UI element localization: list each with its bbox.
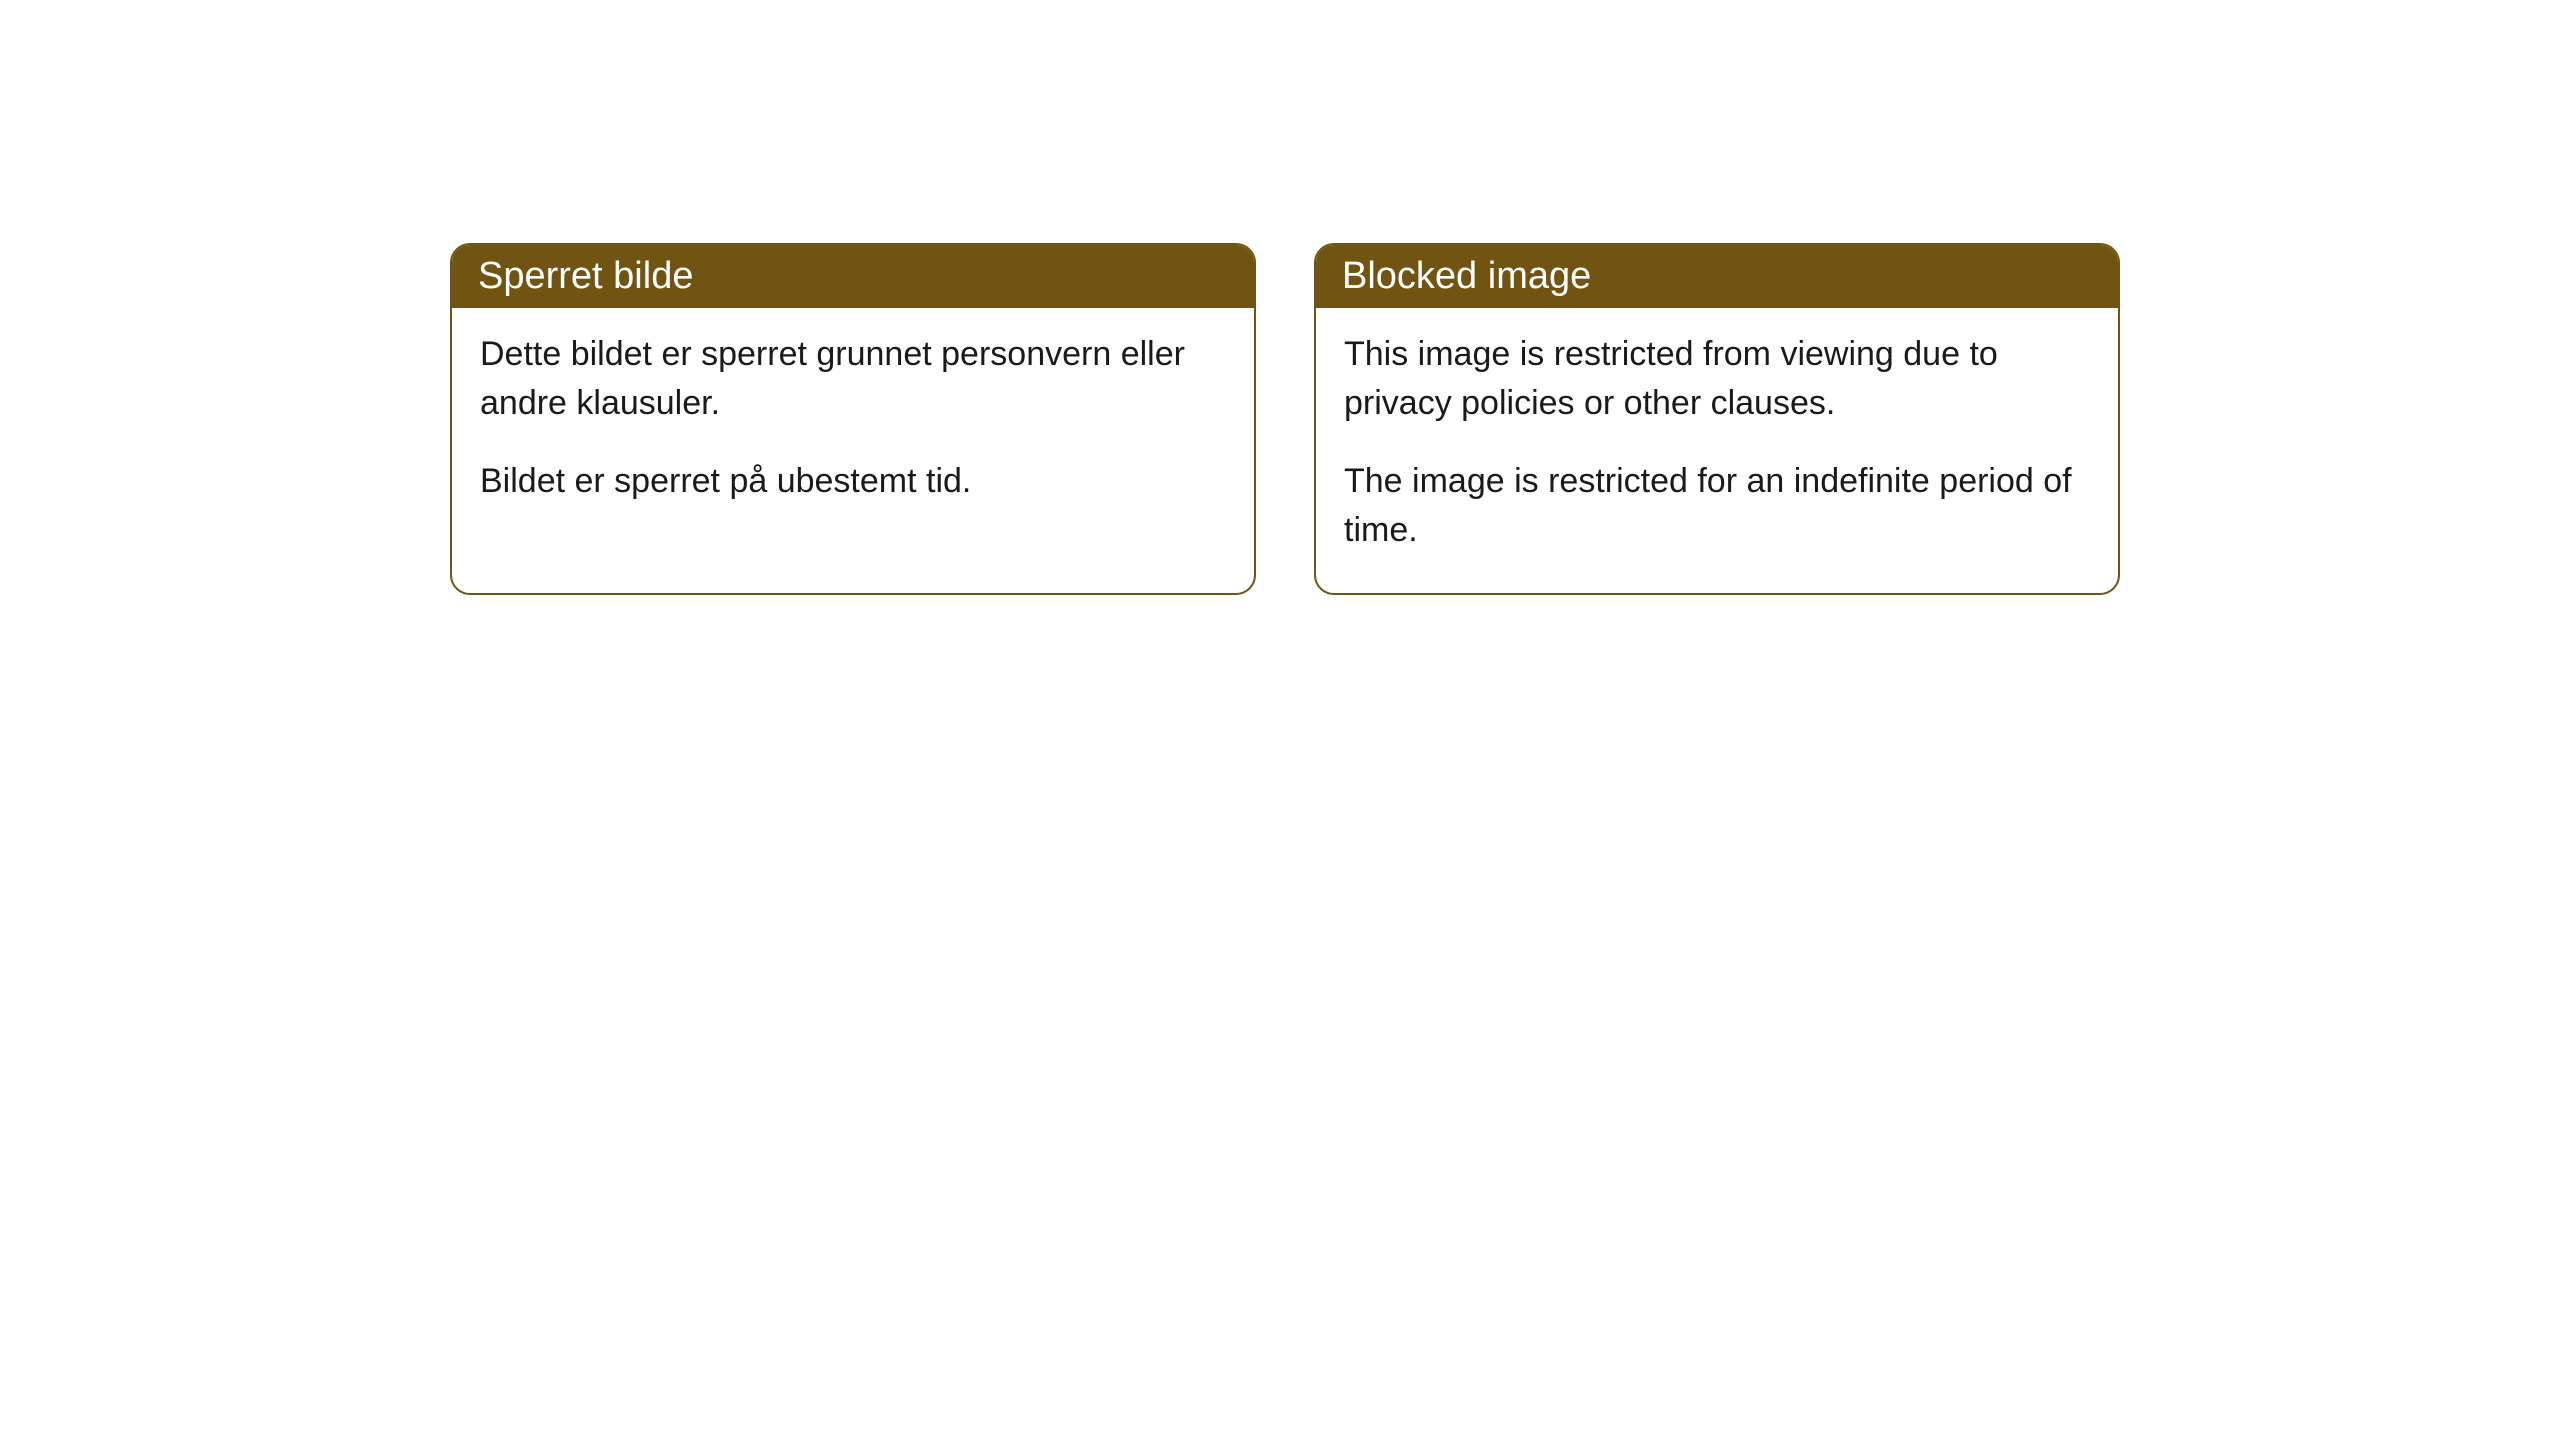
card-paragraph-2-en: The image is restricted for an indefinit…: [1344, 457, 2090, 556]
card-header-no: Sperret bilde: [452, 245, 1254, 308]
blocked-image-card-no: Sperret bilde Dette bildet er sperret gr…: [450, 243, 1256, 595]
card-body-no: Dette bildet er sperret grunnet personve…: [452, 308, 1254, 544]
card-paragraph-1-no: Dette bildet er sperret grunnet personve…: [480, 330, 1226, 429]
notice-cards-container: Sperret bilde Dette bildet er sperret gr…: [450, 243, 2120, 595]
card-paragraph-2-no: Bildet er sperret på ubestemt tid.: [480, 457, 1226, 506]
card-title-no: Sperret bilde: [478, 255, 693, 297]
card-title-en: Blocked image: [1342, 255, 1591, 297]
card-paragraph-1-en: This image is restricted from viewing du…: [1344, 330, 2090, 429]
card-header-en: Blocked image: [1316, 245, 2118, 308]
blocked-image-card-en: Blocked image This image is restricted f…: [1314, 243, 2120, 595]
card-body-en: This image is restricted from viewing du…: [1316, 308, 2118, 593]
